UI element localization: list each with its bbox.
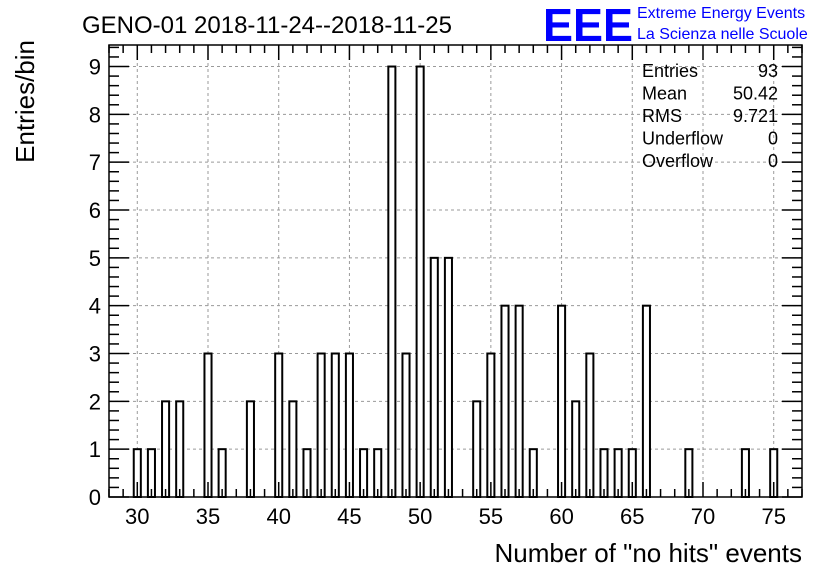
grid-lines bbox=[109, 45, 802, 497]
x-tick-label: 35 bbox=[196, 504, 220, 529]
histogram-bar bbox=[415, 65, 425, 499]
y-tick-label: 7 bbox=[89, 150, 101, 175]
stats-label: Underflow bbox=[642, 129, 724, 149]
histogram-bar bbox=[514, 304, 524, 498]
histogram-bar bbox=[330, 352, 340, 498]
histogram-bar bbox=[500, 304, 510, 498]
x-tick-label: 75 bbox=[761, 504, 785, 529]
x-tick-label: 30 bbox=[125, 504, 149, 529]
histogram-bar bbox=[486, 352, 496, 498]
logo-letters: EEE bbox=[543, 0, 633, 51]
x-tick-label: 70 bbox=[691, 504, 715, 529]
histogram-bar bbox=[161, 400, 171, 498]
histogram-bar bbox=[557, 304, 567, 498]
stats-label: RMS bbox=[642, 106, 682, 126]
histogram-bar bbox=[288, 400, 298, 498]
stats-value: 50.42 bbox=[733, 84, 778, 104]
histogram-bar bbox=[387, 65, 397, 499]
histogram-bar bbox=[641, 304, 651, 498]
histogram-bar bbox=[175, 400, 185, 498]
x-tick-label: 50 bbox=[408, 504, 432, 529]
histogram-bar bbox=[443, 256, 453, 498]
x-axis-label: Number of "no hits" events bbox=[495, 538, 803, 568]
y-axis-label: Entries/bin bbox=[10, 40, 40, 163]
stats-box: Entries 93 Mean 50.42 RMS 9.721 Underflow 0 Over… bbox=[642, 61, 778, 171]
x-tick-label: 65 bbox=[620, 504, 644, 529]
histogram-bar bbox=[245, 400, 255, 498]
histogram-bar bbox=[571, 400, 581, 498]
histogram-bar bbox=[344, 352, 354, 498]
logo-line-2: La Scienza nelle Scuole bbox=[637, 26, 808, 43]
stats-value: 0 bbox=[768, 151, 778, 171]
histogram-bar bbox=[316, 352, 326, 498]
stats-label: Overflow bbox=[642, 151, 714, 171]
stats-label: Entries bbox=[642, 61, 698, 81]
y-tick-label: 5 bbox=[89, 246, 101, 271]
plot-frame bbox=[108, 44, 803, 498]
y-tick-label: 3 bbox=[89, 342, 101, 367]
stats-value: 0 bbox=[768, 129, 778, 149]
x-tick-label: 60 bbox=[549, 504, 573, 529]
chart-title: GENO-01 2018-11-24--2018-11-25 bbox=[82, 12, 452, 39]
y-tick-label: 4 bbox=[89, 294, 101, 319]
y-tick-label: 8 bbox=[89, 102, 101, 127]
histogram-bar bbox=[429, 256, 439, 498]
histogram-bar bbox=[585, 352, 595, 498]
eee-logo: EEE Extreme Energy Events La Scienza nel… bbox=[543, 0, 808, 51]
y-tick-label: 1 bbox=[89, 437, 101, 462]
histogram-bar bbox=[203, 352, 213, 498]
x-tick-label: 40 bbox=[266, 504, 290, 529]
stats-value: 93 bbox=[758, 61, 778, 81]
histogram-bar bbox=[274, 352, 284, 498]
x-tick-label: 45 bbox=[337, 504, 361, 529]
histogram-bar bbox=[401, 352, 411, 498]
stats-label: Mean bbox=[642, 84, 687, 104]
histogram-bar bbox=[472, 400, 482, 498]
y-tick-label: 9 bbox=[89, 55, 101, 80]
y-tick-label: 2 bbox=[89, 389, 101, 414]
y-tick-label: 0 bbox=[89, 485, 101, 510]
logo-line-1: Extreme Energy Events bbox=[637, 5, 805, 22]
x-tick-label: 55 bbox=[479, 504, 503, 529]
y-tick-label: 6 bbox=[89, 198, 101, 223]
stats-value: 9.721 bbox=[733, 106, 778, 126]
